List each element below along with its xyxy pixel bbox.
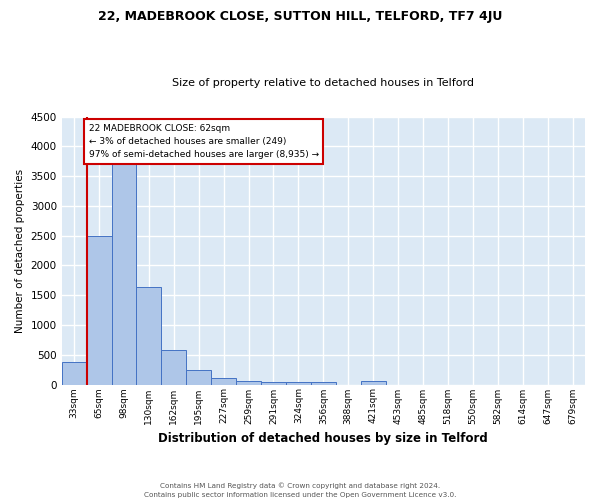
Bar [112, 163, 136, 384]
Bar [186, 370, 211, 384]
Text: 22 MADEBROOK CLOSE: 62sqm
← 3% of detached houses are smaller (249)
97% of semi-: 22 MADEBROOK CLOSE: 62sqm ← 3% of detach… [89, 124, 319, 159]
Text: Contains HM Land Registry data © Crown copyright and database right 2024.
Contai: Contains HM Land Registry data © Crown c… [144, 482, 456, 498]
Title: Size of property relative to detached houses in Telford: Size of property relative to detached ho… [172, 78, 475, 88]
X-axis label: Distribution of detached houses by size in Telford: Distribution of detached houses by size … [158, 432, 488, 445]
Bar [361, 381, 386, 384]
Bar [161, 350, 186, 384]
Bar [62, 362, 86, 384]
Bar [86, 236, 112, 384]
Bar [136, 287, 161, 384]
Bar [286, 382, 311, 384]
Bar [261, 382, 286, 384]
Y-axis label: Number of detached properties: Number of detached properties [15, 168, 25, 332]
Bar [236, 380, 261, 384]
Bar [211, 378, 236, 384]
Text: 22, MADEBROOK CLOSE, SUTTON HILL, TELFORD, TF7 4JU: 22, MADEBROOK CLOSE, SUTTON HILL, TELFOR… [98, 10, 502, 23]
Bar [311, 382, 336, 384]
